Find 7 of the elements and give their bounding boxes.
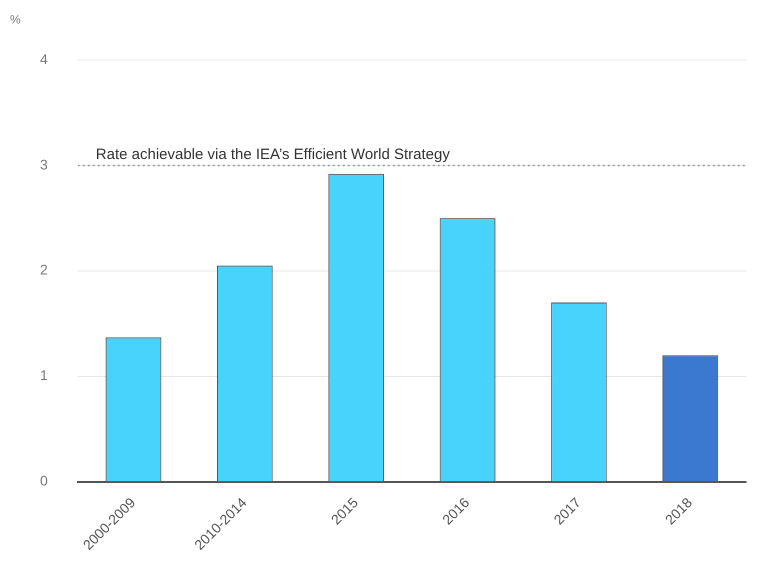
y-tick-label: 0 [40,472,48,489]
y-tick-label: 3 [40,156,48,172]
y-tick-label: 2 [40,262,48,278]
y-tick-label: 4 [40,50,48,67]
y-tick-label: 1 [40,367,48,384]
y-axis-title: % [10,12,21,26]
ref-line-label: Rate achievable via the IEA’s Efficient World Strategy [96,146,450,164]
